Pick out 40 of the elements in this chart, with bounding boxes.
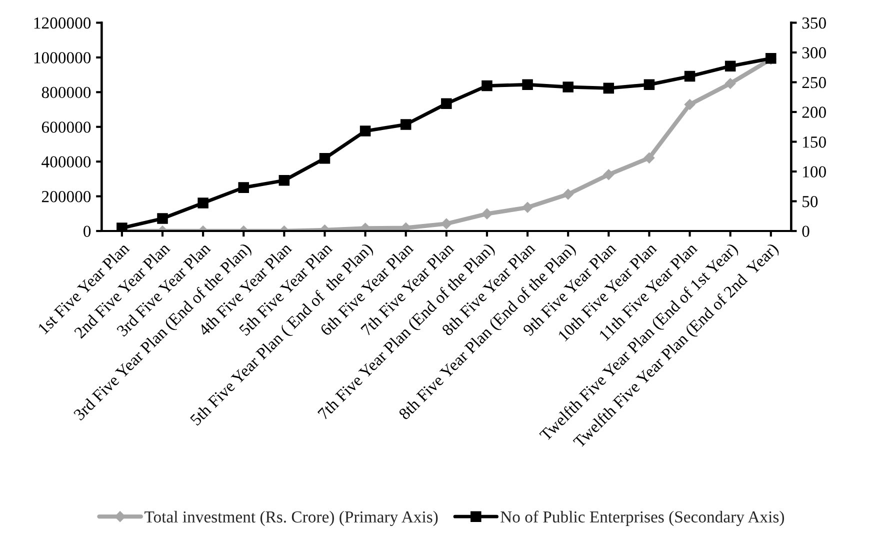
y2-tick-label: 0 [802,226,810,237]
y-tick-label: 1200000 [34,17,91,29]
point [603,169,614,180]
y-tick-label: 0 [84,226,91,237]
point [116,222,128,232]
y-tick-label: 600000 [42,122,91,133]
y-tick-label: 800000 [42,86,91,98]
legend-label: No of Public Enterprises (Secondary Axis) [500,510,784,526]
y2-tick-label: 300 [802,47,826,58]
point [684,70,696,82]
point [644,79,655,90]
point [603,82,614,94]
point [360,126,371,136]
point [157,213,168,224]
y-tick-label: 400000 [42,156,91,168]
point [278,175,290,186]
y2-tick-label: 50 [802,196,818,208]
point [441,98,452,110]
point [238,182,249,193]
y-tick-label: 200000 [42,190,91,202]
point [198,198,208,208]
point [644,152,655,164]
point [482,80,492,92]
legend-label: Total investment (Rs. Crore) (Primary Axis) [144,510,438,526]
y2-tick-label: 350 [802,17,826,29]
point [684,99,696,110]
y-tick-label: 1000000 [34,52,91,64]
y2-tick-label: 150 [803,136,826,148]
point [562,188,574,200]
point [319,153,330,164]
point [522,202,533,213]
point [482,208,492,220]
point [562,82,574,92]
point [400,119,412,130]
point [522,79,533,90]
point [724,78,736,89]
y2-tick-label: 100 [803,166,826,178]
y2-tick-label: 250 [802,76,826,88]
point [724,60,736,72]
y2-tick-label: 200 [802,106,826,118]
